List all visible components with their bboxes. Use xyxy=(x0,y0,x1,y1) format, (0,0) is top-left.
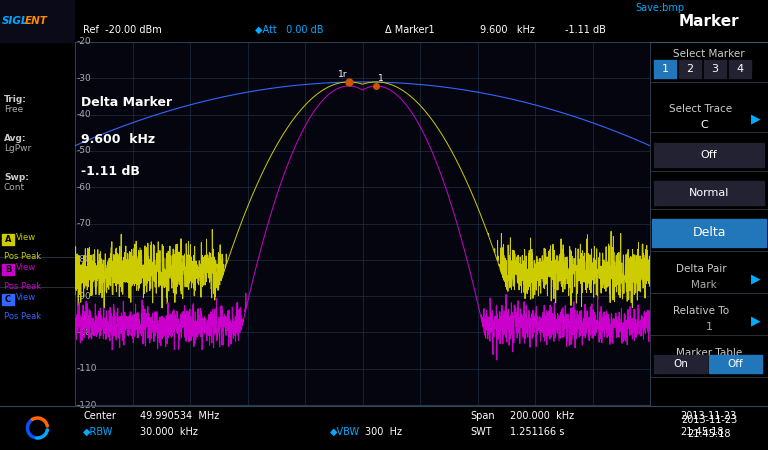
Text: A: A xyxy=(5,234,12,243)
Bar xyxy=(679,60,701,78)
Text: -1.11 dB: -1.11 dB xyxy=(565,25,606,35)
Bar xyxy=(2,294,14,305)
Text: -80: -80 xyxy=(76,255,91,264)
Bar xyxy=(654,355,707,373)
Text: Normal: Normal xyxy=(689,188,729,198)
Text: 1: 1 xyxy=(661,64,668,74)
Text: Swp:: Swp: xyxy=(4,173,29,182)
Text: 2: 2 xyxy=(687,64,694,74)
Text: -50: -50 xyxy=(76,146,91,155)
Text: 21:45:18: 21:45:18 xyxy=(687,429,730,439)
Text: View: View xyxy=(16,292,36,302)
Text: 1r: 1r xyxy=(338,70,347,79)
Text: 1: 1 xyxy=(706,322,713,332)
Text: ◆VBW: ◆VBW xyxy=(330,427,360,437)
Text: 2013-11-23: 2013-11-23 xyxy=(680,411,737,421)
Text: -30: -30 xyxy=(76,74,91,83)
Text: Off: Off xyxy=(700,150,717,160)
Bar xyxy=(652,219,766,247)
Text: 3: 3 xyxy=(711,64,719,74)
Text: Δ Marker1: Δ Marker1 xyxy=(385,25,435,35)
Bar xyxy=(654,181,764,205)
Text: Delta: Delta xyxy=(692,226,726,239)
Text: ◆Att   0.00 dB: ◆Att 0.00 dB xyxy=(255,25,323,35)
Text: -100: -100 xyxy=(76,328,97,337)
Bar xyxy=(654,60,676,78)
Text: Span: Span xyxy=(470,411,495,421)
Text: 1.251166 s: 1.251166 s xyxy=(510,427,564,437)
Text: SIGL: SIGL xyxy=(4,12,39,26)
Text: 300  Hz: 300 Hz xyxy=(365,427,402,437)
Text: ▶: ▶ xyxy=(751,273,761,285)
Text: Delta Pair: Delta Pair xyxy=(676,264,727,274)
Text: SIGL: SIGL xyxy=(2,16,28,26)
Text: Pos Peak: Pos Peak xyxy=(4,312,41,321)
Text: Relative To: Relative To xyxy=(673,306,729,316)
Bar xyxy=(2,234,14,245)
Text: 21:45:18: 21:45:18 xyxy=(680,427,723,437)
Text: 200.000  kHz: 200.000 kHz xyxy=(510,411,574,421)
Text: Cont: Cont xyxy=(4,183,25,192)
Bar xyxy=(2,264,14,275)
Text: Off: Off xyxy=(727,359,743,369)
Text: On: On xyxy=(673,359,688,369)
Text: ▶: ▶ xyxy=(751,112,761,126)
Text: LgPwr: LgPwr xyxy=(4,144,31,153)
Text: Select Marker: Select Marker xyxy=(674,49,745,59)
Bar xyxy=(0,0,75,42)
Text: C: C xyxy=(700,120,708,130)
Circle shape xyxy=(19,410,55,446)
Text: -90: -90 xyxy=(76,292,91,301)
Text: ▶: ▶ xyxy=(751,315,761,328)
Text: B: B xyxy=(5,265,12,274)
Text: View: View xyxy=(16,233,36,242)
Text: 4: 4 xyxy=(737,64,743,74)
Text: Pos Peak: Pos Peak xyxy=(4,252,41,261)
Text: Select Trace: Select Trace xyxy=(670,104,733,114)
Text: 49.990534  MHz: 49.990534 MHz xyxy=(140,411,219,421)
Text: ENT: ENT xyxy=(25,16,48,26)
Text: Pos Peak: Pos Peak xyxy=(4,282,41,291)
Text: 9.600   kHz: 9.600 kHz xyxy=(480,25,535,35)
Text: Ref  -20.00 dBm: Ref -20.00 dBm xyxy=(83,25,162,35)
Text: -120: -120 xyxy=(76,400,97,410)
Bar xyxy=(709,355,762,373)
Text: Marker: Marker xyxy=(679,14,740,28)
Text: Trig:: Trig: xyxy=(4,95,27,104)
Bar xyxy=(270,2,450,40)
Text: -60: -60 xyxy=(76,183,91,192)
Bar xyxy=(654,143,764,167)
Text: Marker Table: Marker Table xyxy=(676,348,742,358)
Text: View: View xyxy=(16,262,36,271)
Bar xyxy=(729,60,751,78)
Text: 1: 1 xyxy=(378,74,383,83)
Text: ◆RBW: ◆RBW xyxy=(83,427,114,437)
Text: Save:bmp: Save:bmp xyxy=(635,3,684,13)
Text: Delta Marker: Delta Marker xyxy=(81,96,172,109)
Text: ENT: ENT xyxy=(36,12,67,26)
Text: 9.600  kHz: 9.600 kHz xyxy=(81,133,155,146)
Text: Free: Free xyxy=(4,105,23,114)
Text: SWT: SWT xyxy=(470,427,492,437)
Text: 2013-11-23: 2013-11-23 xyxy=(681,415,737,425)
Text: 30.000  kHz: 30.000 kHz xyxy=(140,427,198,437)
Text: -20: -20 xyxy=(76,37,91,46)
Text: -1.11 dB: -1.11 dB xyxy=(81,166,140,178)
Text: -40: -40 xyxy=(76,110,91,119)
Text: C: C xyxy=(5,294,11,303)
Bar xyxy=(704,60,726,78)
Text: Center: Center xyxy=(83,411,116,421)
Text: -110: -110 xyxy=(76,364,97,373)
Text: -70: -70 xyxy=(76,219,91,228)
Text: Avg:: Avg: xyxy=(4,134,27,143)
Text: Mark: Mark xyxy=(691,280,717,290)
